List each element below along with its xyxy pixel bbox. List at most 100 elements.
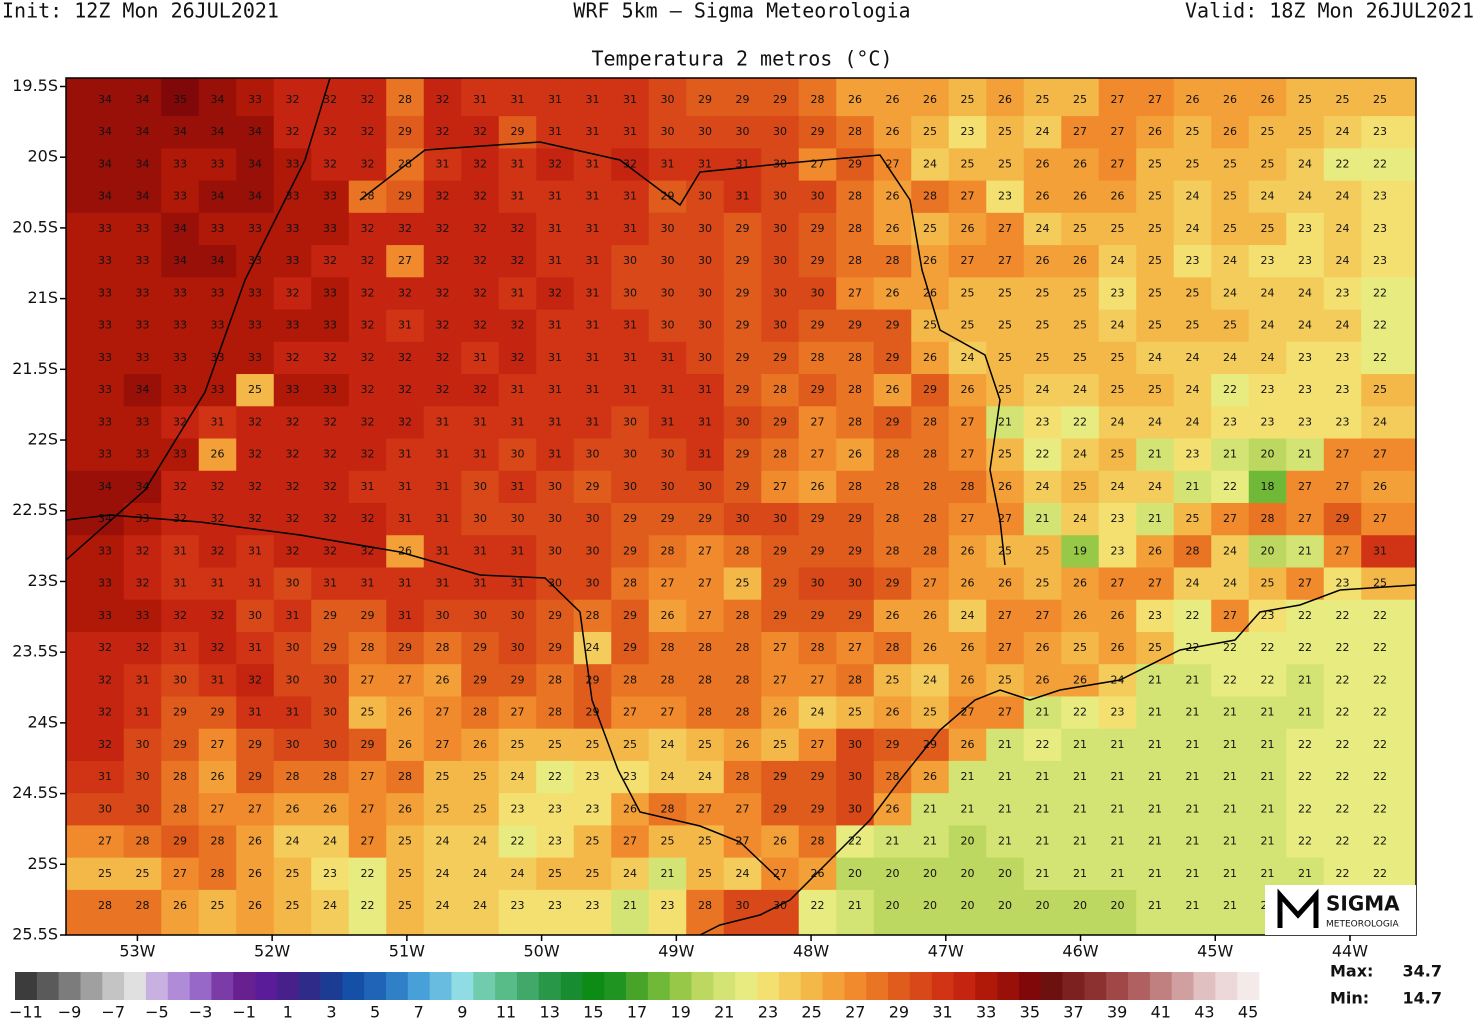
temperature-label: 25	[1148, 190, 1162, 203]
temperature-label: 24	[1186, 222, 1200, 235]
temperature-cell	[348, 438, 387, 472]
temperature-cell	[1098, 470, 1137, 504]
temperature-label: 25	[961, 319, 975, 332]
temperature-label: 21	[1073, 770, 1087, 783]
temperature-label: 23	[1336, 351, 1350, 364]
colorbar-swatch	[909, 972, 932, 1000]
temperature-cell	[1361, 503, 1417, 536]
temperature-cell	[723, 116, 762, 149]
temperature-cell	[611, 470, 650, 504]
temperature-cell	[573, 664, 612, 697]
temperature-label: 24	[1073, 448, 1087, 461]
temperature-cell	[1173, 406, 1212, 440]
colorbar-label: 25	[801, 1003, 821, 1021]
temperature-label: 28	[173, 802, 187, 815]
temperature-cell	[1023, 503, 1062, 536]
temperature-cell	[1098, 148, 1137, 182]
temperature-cell	[1136, 503, 1175, 536]
temperature-cell	[1173, 212, 1212, 246]
temperature-label: 33	[248, 222, 262, 235]
temperature-cell	[273, 889, 312, 936]
temperature-cell	[198, 857, 237, 891]
temperature-cell	[198, 793, 237, 826]
temperature-label: 24	[473, 867, 487, 880]
temperature-label: 29	[811, 609, 825, 622]
temperature-cell	[1023, 116, 1062, 149]
temperature-label: 21	[1261, 835, 1275, 848]
temperature-label: 29	[773, 577, 787, 590]
colorbar-swatch	[189, 972, 212, 1000]
temperature-label: 23	[1186, 448, 1200, 461]
temperature-label: 21	[1261, 706, 1275, 719]
temperature-label: 33	[211, 383, 225, 396]
temperature-label: 33	[323, 286, 337, 299]
temperature-cell	[573, 341, 612, 375]
temperature-cell	[161, 728, 200, 762]
temperature-label: 32	[398, 222, 412, 235]
temperature-cell	[686, 406, 725, 440]
temperature-cell	[798, 309, 837, 343]
temperature-label: 31	[473, 93, 487, 106]
temperature-cell	[311, 438, 350, 472]
temperature-cell	[498, 825, 537, 859]
temperature-cell	[798, 277, 837, 311]
temperature-cell	[273, 599, 312, 633]
temperature-label: 21	[1148, 673, 1162, 686]
temperature-cell	[648, 567, 687, 601]
temperature-cell	[723, 277, 762, 311]
temperature-label: 24	[661, 770, 675, 783]
temperature-label: 31	[698, 415, 712, 428]
temperature-label: 21	[923, 802, 937, 815]
temperature-cell	[1248, 341, 1287, 375]
temperature-label: 26	[1036, 190, 1050, 203]
temperature-cell	[1361, 341, 1417, 375]
temperature-cell	[836, 148, 875, 182]
temperature-cell	[611, 438, 650, 472]
temperature-cell	[648, 212, 687, 246]
coastline	[699, 584, 1417, 936]
temperature-cell	[348, 309, 387, 343]
temperature-cell	[423, 470, 462, 504]
temperature-cell	[798, 212, 837, 246]
temperature-cell	[836, 341, 875, 375]
y-tick-label: 23.5S	[12, 642, 58, 661]
temperature-cell	[423, 212, 462, 246]
temperature-cell	[198, 567, 237, 601]
temperature-cell	[311, 857, 350, 891]
temperature-cell	[1286, 470, 1325, 504]
temperature-label: 31	[511, 577, 525, 590]
temperature-label: 23	[998, 190, 1012, 203]
temperature-label: 21	[1298, 673, 1312, 686]
temperature-cell	[348, 857, 387, 891]
temperature-label: 29	[548, 609, 562, 622]
temperature-label: 27	[773, 673, 787, 686]
temperature-cell	[761, 212, 800, 246]
temperature-label: 25	[998, 673, 1012, 686]
y-tick-label: 20.5S	[12, 217, 58, 236]
temperature-label: 25	[998, 383, 1012, 396]
colorbar-swatch	[844, 972, 867, 1000]
temperature-label: 22	[1336, 770, 1350, 783]
temperature-label: 22	[1373, 770, 1387, 783]
temperature-cell	[311, 116, 350, 149]
temperature-label: 22	[1186, 609, 1200, 622]
temperature-label: 28	[848, 415, 862, 428]
temperature-cell	[1098, 631, 1137, 665]
temperature-label: 33	[136, 254, 150, 267]
temperature-label: 20	[923, 867, 937, 880]
y-tick-label: 25.5S	[12, 925, 58, 944]
colorbar-label: 5	[370, 1003, 380, 1021]
temperature-cell	[1173, 116, 1212, 149]
temperature-cell	[461, 857, 500, 891]
temperature-label: 33	[136, 415, 150, 428]
temperature-label: 30	[98, 802, 112, 815]
temperature-cell	[1323, 374, 1362, 407]
temperature-cell	[648, 857, 687, 891]
temperature-label: 31	[473, 351, 487, 364]
temperature-label: 28	[436, 641, 450, 654]
temperature-label: 31	[548, 448, 562, 461]
temperature-cell	[1023, 148, 1062, 182]
temperature-cell	[1098, 341, 1137, 375]
temperature-label: 25	[1111, 222, 1125, 235]
temperature-label: 20	[961, 899, 975, 912]
